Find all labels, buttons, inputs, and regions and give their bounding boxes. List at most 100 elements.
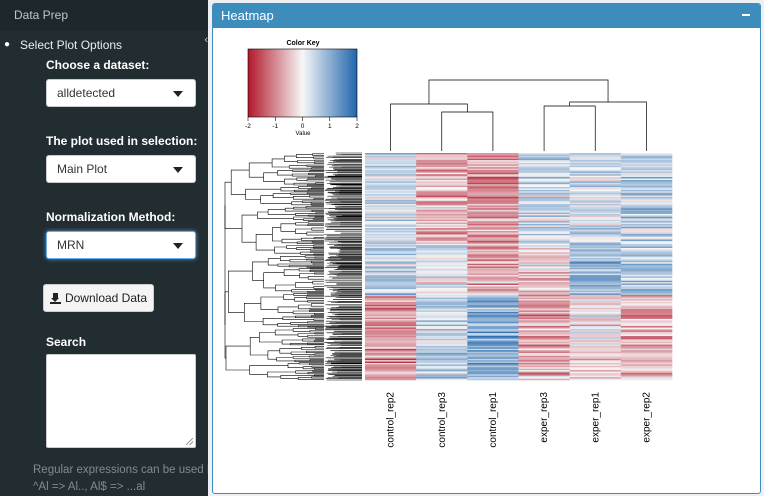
heatmap-cell <box>467 299 519 301</box>
heatmap-cell <box>518 372 570 375</box>
heatmap-cell <box>365 253 417 256</box>
heatmap-cell <box>416 337 468 340</box>
heatmap-cell <box>365 216 417 219</box>
heatmap-cell <box>467 272 519 274</box>
heatmap-cell <box>518 184 570 186</box>
heatmap-cell <box>518 157 570 159</box>
heatmap-cell <box>467 377 519 379</box>
heatmap-cell <box>365 252 417 255</box>
heatmap-cell <box>416 257 468 260</box>
resize-grip-icon[interactable] <box>186 438 193 445</box>
heatmap-cell <box>518 318 570 321</box>
heatmap-cell <box>569 184 622 186</box>
heatmap-cell <box>365 257 417 260</box>
heatmap-cell <box>416 182 468 185</box>
heatmap-cell <box>569 300 622 303</box>
heatmap-cell <box>416 248 468 250</box>
dendrogram-link <box>295 282 314 288</box>
heatmap-cell <box>416 185 468 188</box>
heatmap-cell <box>467 320 519 323</box>
heatmap-cell <box>467 155 519 158</box>
heatmap-cell <box>620 157 673 159</box>
heatmap-cell <box>365 245 417 247</box>
dendrogram-link <box>267 371 296 378</box>
heatmap-cell <box>467 287 519 290</box>
normalization-label: Normalization Method: <box>46 210 176 224</box>
heatmap-cell <box>620 219 673 222</box>
dendrogram-link <box>314 216 324 218</box>
heatmap-cell <box>518 301 570 304</box>
heatmap-cell <box>416 375 468 378</box>
heatmap-cell <box>416 276 468 279</box>
heatmap-cell <box>620 196 673 199</box>
search-textarea[interactable] <box>46 354 196 448</box>
heatmap-cell <box>569 262 622 264</box>
heatmap-cell <box>467 355 519 358</box>
heatmap-cell <box>416 208 468 211</box>
heatmap-cell <box>416 153 468 155</box>
dendrogram-link <box>306 350 324 353</box>
heatmap-cell <box>416 177 468 179</box>
heatmap-cell <box>620 350 673 352</box>
heatmap-cell <box>569 337 622 340</box>
dendrogram-link <box>307 189 324 191</box>
heatmap-cell <box>620 321 673 324</box>
heatmap-cell <box>467 198 519 201</box>
chevron-left-icon[interactable]: ‹ <box>204 34 208 46</box>
heatmap-cell <box>518 168 570 171</box>
heatmap-cell <box>365 300 417 303</box>
heatmap-cell <box>569 202 622 205</box>
dendrogram-link <box>314 272 324 275</box>
heatmap-cell <box>365 284 417 287</box>
heatmap-cell <box>365 175 417 178</box>
heatmap-cell <box>365 208 417 211</box>
heatmap-cell <box>416 165 468 168</box>
heatmap-cell <box>416 306 468 308</box>
heatmap-cell <box>416 314 468 317</box>
heatmap-cell <box>365 358 417 361</box>
heatmap-cell <box>620 225 673 228</box>
heatmap-cell <box>467 294 519 297</box>
dendrogram-link <box>339 345 362 348</box>
heatmap-cell <box>416 212 468 215</box>
heatmap-cell <box>365 201 417 203</box>
dendrogram-link <box>267 258 281 266</box>
heatmap-cell <box>365 355 417 358</box>
heatmap-cell <box>365 202 417 205</box>
heatmap-cell <box>365 154 417 157</box>
heatmap-cell <box>620 154 673 157</box>
heatmap-cell <box>620 375 673 378</box>
heatmap-cell <box>416 371 468 374</box>
heatmap-cell <box>569 355 622 358</box>
heatmap-cell <box>518 343 570 345</box>
heatmap-cell <box>365 266 417 269</box>
heatmap-cell <box>467 350 519 352</box>
heatmap-cell <box>620 365 673 368</box>
heatmap-cell <box>467 290 519 293</box>
download-data-button[interactable]: Download Data <box>43 284 154 312</box>
dendrogram-link <box>295 222 309 226</box>
dendrogram-link <box>310 251 324 253</box>
plot-select[interactable]: Main Plot <box>46 155 196 183</box>
heatmap-cell <box>620 221 673 223</box>
heatmap-cell <box>569 155 622 158</box>
minimize-icon[interactable] <box>742 14 750 16</box>
heatmap-cell <box>620 307 673 310</box>
normalization-select[interactable]: MRN <box>46 231 196 259</box>
heatmap-cell <box>467 235 519 238</box>
heatmap-cell <box>620 226 673 229</box>
heatmap-cell <box>365 161 417 164</box>
heatmap-cell <box>416 187 468 189</box>
dendrogram-link <box>295 213 316 216</box>
menu-item-select-plot-options[interactable]: ● Select Plot Options ‹ <box>0 34 208 56</box>
dendrogram-link <box>309 170 324 173</box>
heatmap-cell <box>569 225 622 228</box>
dataset-select[interactable]: alldetected <box>46 79 196 107</box>
heatmap-cell <box>620 286 673 289</box>
dendrogram-link <box>311 315 324 317</box>
heatmap-cell <box>365 327 417 330</box>
heatmap-cell <box>518 205 570 208</box>
heatmap-cell <box>620 262 673 264</box>
heatmap-cell <box>620 263 673 266</box>
heatmap-cell <box>518 212 570 215</box>
